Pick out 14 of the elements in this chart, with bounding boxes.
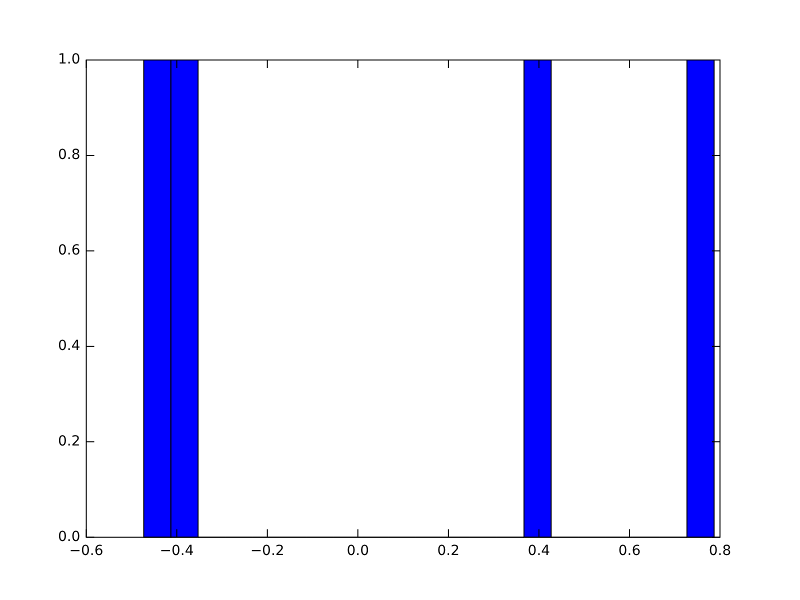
x-tick-label: −0.2 — [250, 543, 284, 560]
x-tick-label: 0.4 — [528, 543, 550, 560]
x-tick-label: −0.4 — [160, 543, 194, 560]
x-tick-label: 0.8 — [708, 543, 732, 560]
x-tick-label: −0.6 — [69, 543, 104, 560]
x-tick-label: 0.2 — [437, 543, 460, 560]
x-tick-label: 0.6 — [618, 543, 641, 560]
x-tick-label: 0.0 — [346, 543, 369, 560]
y-tick-label: 0.6 — [58, 242, 80, 259]
y-tick-label: 0.4 — [58, 338, 80, 354]
y-tick-label: 0.2 — [58, 433, 80, 450]
y-tick-label: 0.8 — [58, 147, 80, 164]
y-tick-label: 1.0 — [58, 52, 80, 68]
y-tick-label: 0.0 — [58, 528, 80, 545]
